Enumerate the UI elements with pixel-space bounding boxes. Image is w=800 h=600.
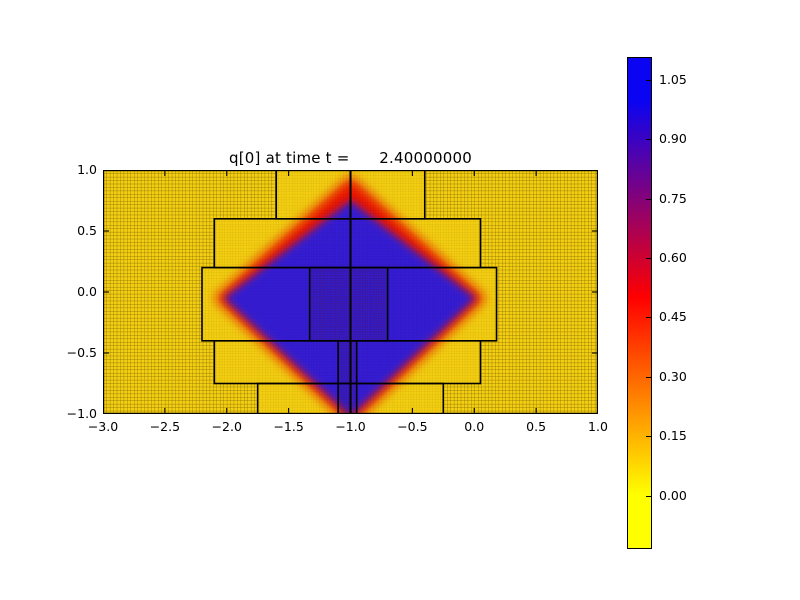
colorbar-tick-label: 0.00: [659, 487, 687, 503]
colorbar-tick-label: 0.75: [659, 190, 687, 206]
y-axis-tick-label: −1.0: [66, 406, 97, 421]
colorbar-tick-label: 0.90: [659, 131, 687, 147]
colorbar-tick-mark: [646, 80, 651, 81]
colorbar-gradient: [628, 58, 651, 548]
colorbar-tick-mark: [646, 199, 651, 200]
level3-patch-border: [337, 340, 358, 414]
x-axis-tick-label: 1.0: [588, 419, 608, 434]
amr-patch-borders: [201, 170, 498, 414]
colorbar-tick-label: 0.30: [659, 368, 687, 384]
colorbar-tick-label: 0.15: [659, 428, 687, 444]
colorbar-tick-label: 0.60: [659, 250, 687, 265]
colorbar-tick-label: 0.45: [659, 309, 687, 325]
x-axis-tick-label: 0.5: [526, 419, 547, 434]
colorbar-tick-mark: [646, 377, 651, 378]
x-axis-tick-label: −2.5: [149, 419, 181, 434]
level3-grid: [338, 340, 357, 414]
colorbar-tick-mark: [646, 139, 651, 140]
plot-title: q[0] at time t = 2.40000000: [229, 149, 472, 167]
x-axis-tick-label: −1.5: [273, 419, 304, 434]
colorbar-tick-label: 1.05: [659, 71, 687, 87]
x-axis-tick-label: −0.5: [397, 419, 428, 434]
x-axis-tick-label: −1.0: [335, 419, 366, 434]
level2-grid: [214, 218, 481, 268]
y-axis-tick-label: −0.5: [66, 345, 97, 360]
x-axis-tick-label: −2.0: [211, 419, 242, 434]
y-axis-tick-label: 1.0: [77, 162, 97, 177]
axis-tick-marks: [103, 170, 598, 414]
colorbar: [627, 57, 652, 549]
plot-area: [103, 170, 598, 414]
colorbar-tick-mark: [646, 436, 651, 437]
x-axis-tick-label: −3.0: [87, 419, 119, 434]
heatmap-svg: [103, 170, 598, 414]
x-axis-tick-label: 0.0: [464, 419, 485, 434]
y-axis-tick-label: 0.0: [77, 284, 97, 299]
y-axis-tick-label: 0.5: [77, 223, 97, 238]
level3-grid: [309, 267, 388, 341]
colorbar-tick-mark: [646, 317, 651, 318]
colorbar-tick-mark: [646, 258, 651, 259]
axes-frame: [103, 170, 598, 414]
colorbar-tick-mark: [646, 496, 651, 497]
